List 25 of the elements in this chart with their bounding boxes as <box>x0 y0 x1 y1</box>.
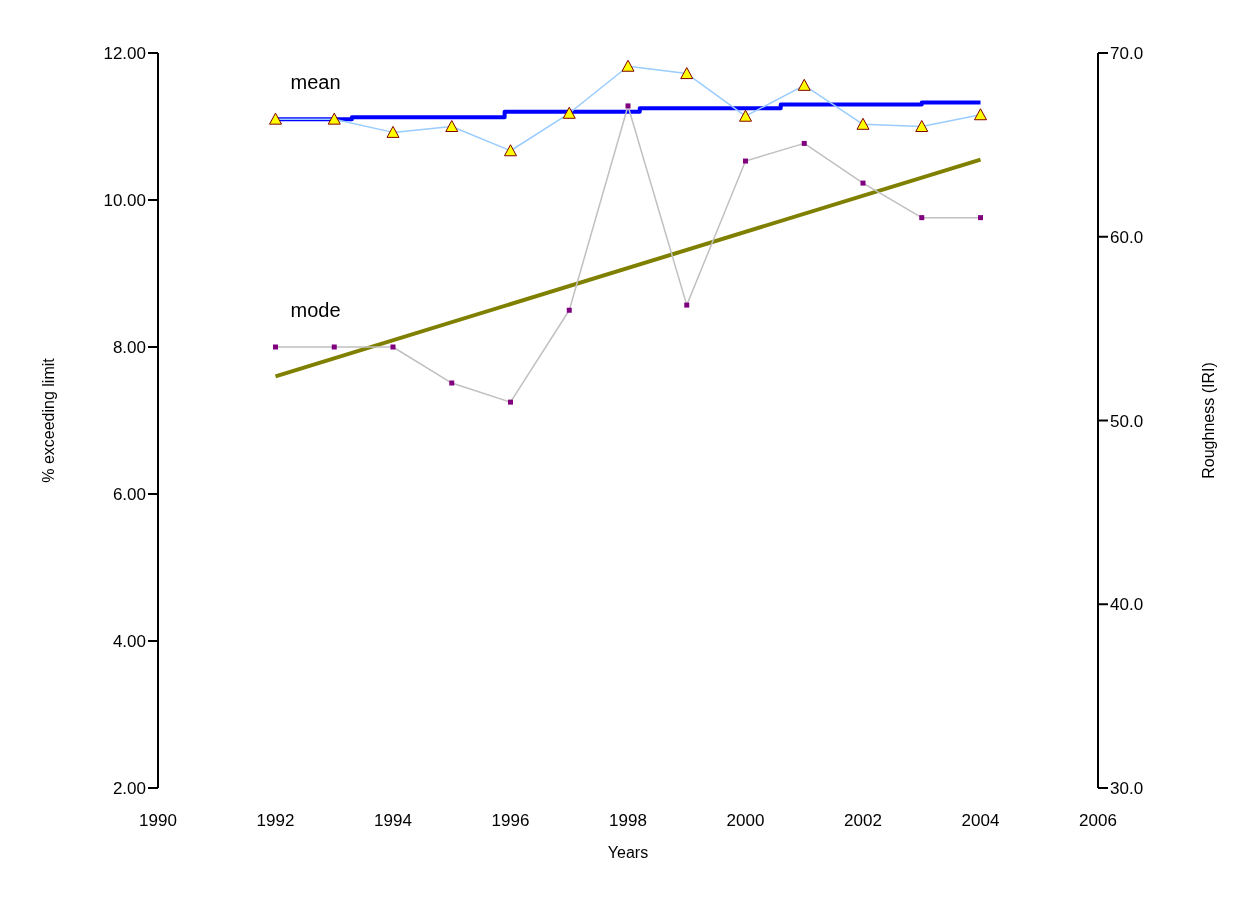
y-tick-label: 10.00 <box>103 191 146 211</box>
x-tick-label: 1998 <box>609 811 647 831</box>
y2-tick-label: 70.0 <box>1110 44 1144 64</box>
y-tick-label: 6.00 <box>112 485 146 505</box>
y2-tick-label: 50.0 <box>1110 411 1144 431</box>
x-tick-label: 1992 <box>256 811 295 831</box>
y2-tick-label: 60.0 <box>1110 227 1144 247</box>
y2-axis-title: Roughness (IRI) <box>1199 362 1217 479</box>
y-tick-label: 2.00 <box>112 779 146 799</box>
x-tick-label: 2000 <box>726 811 765 831</box>
y2-tick-label: 30.0 <box>1110 779 1144 799</box>
x-tick-label: 2004 <box>961 811 1000 831</box>
x-tick-label: 1996 <box>491 811 530 831</box>
y-axis-title: % exceeding limit <box>39 357 57 483</box>
x-tick-label: 1990 <box>139 811 177 831</box>
y2-tick-label: 40.0 <box>1110 595 1144 615</box>
x-axis-title: Years <box>607 844 649 861</box>
y-tick-label: 4.00 <box>112 632 146 652</box>
series-label: mean <box>290 71 341 94</box>
x-tick-label: 2006 <box>1079 811 1117 831</box>
series-label: mode <box>290 299 341 321</box>
x-tick-label: 1994 <box>374 811 412 831</box>
y-tick-label: 12.00 <box>103 44 146 64</box>
x-tick-label: 2002 <box>844 811 882 831</box>
y-tick-label: 8.00 <box>112 338 146 358</box>
